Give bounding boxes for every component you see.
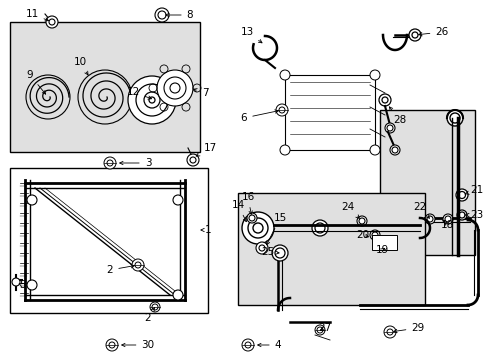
Circle shape <box>389 145 399 155</box>
Circle shape <box>173 290 183 300</box>
Text: 12: 12 <box>126 87 151 99</box>
Circle shape <box>383 326 395 338</box>
Bar <box>10 168 207 313</box>
Circle shape <box>27 195 37 205</box>
Text: 1: 1 <box>201 225 211 235</box>
Circle shape <box>384 123 394 133</box>
Text: 30: 30 <box>122 340 154 350</box>
Text: 2: 2 <box>144 308 154 323</box>
Circle shape <box>456 210 466 220</box>
Circle shape <box>369 230 379 240</box>
Text: 22: 22 <box>412 202 428 218</box>
Circle shape <box>173 195 183 205</box>
Circle shape <box>104 157 116 169</box>
Circle shape <box>369 145 379 155</box>
Text: 4: 4 <box>257 340 281 350</box>
Text: 26: 26 <box>418 27 447 37</box>
Circle shape <box>442 214 452 224</box>
Circle shape <box>242 212 273 244</box>
Circle shape <box>128 76 176 124</box>
Circle shape <box>446 110 462 126</box>
Circle shape <box>378 94 390 106</box>
Circle shape <box>27 280 37 290</box>
Circle shape <box>186 154 199 166</box>
Text: 7: 7 <box>193 88 208 98</box>
Text: 19: 19 <box>375 245 388 255</box>
Circle shape <box>275 104 287 116</box>
Bar <box>379 110 474 255</box>
Circle shape <box>280 70 289 80</box>
Text: 9: 9 <box>27 70 45 94</box>
Circle shape <box>369 70 379 80</box>
Circle shape <box>424 214 434 224</box>
Text: 10: 10 <box>73 57 88 75</box>
Text: 21: 21 <box>464 185 483 195</box>
Text: 6: 6 <box>240 110 278 123</box>
Circle shape <box>242 339 253 351</box>
Bar <box>285 75 374 150</box>
Text: 20: 20 <box>356 230 369 240</box>
Text: 24: 24 <box>341 202 359 219</box>
Text: 2: 2 <box>106 265 134 275</box>
Text: 25: 25 <box>261 247 279 257</box>
Circle shape <box>408 29 420 41</box>
Circle shape <box>280 145 289 155</box>
Text: 3: 3 <box>120 158 151 168</box>
Circle shape <box>12 278 20 286</box>
Circle shape <box>356 216 366 226</box>
Text: 15: 15 <box>266 213 286 245</box>
Text: 27: 27 <box>318 323 331 333</box>
Circle shape <box>256 242 267 254</box>
Bar <box>371 235 396 250</box>
Circle shape <box>271 245 287 261</box>
Circle shape <box>311 220 327 236</box>
Text: 18: 18 <box>440 220 453 230</box>
Text: 14: 14 <box>231 200 246 222</box>
Circle shape <box>455 189 467 201</box>
Circle shape <box>157 70 193 106</box>
Text: 16: 16 <box>241 192 254 214</box>
Circle shape <box>155 8 169 22</box>
Circle shape <box>314 325 325 335</box>
Circle shape <box>132 259 143 271</box>
Text: 11: 11 <box>25 9 48 21</box>
Circle shape <box>246 213 257 223</box>
Circle shape <box>46 16 58 28</box>
Bar <box>238 193 424 305</box>
Text: 8: 8 <box>165 10 193 20</box>
Text: 5: 5 <box>19 280 25 290</box>
Bar <box>10 22 200 152</box>
Text: 17: 17 <box>196 143 216 156</box>
Circle shape <box>106 339 118 351</box>
Text: 23: 23 <box>464 210 483 220</box>
Circle shape <box>150 302 160 312</box>
Text: 28: 28 <box>388 107 406 125</box>
Text: 29: 29 <box>393 323 424 333</box>
Text: 13: 13 <box>240 27 262 43</box>
